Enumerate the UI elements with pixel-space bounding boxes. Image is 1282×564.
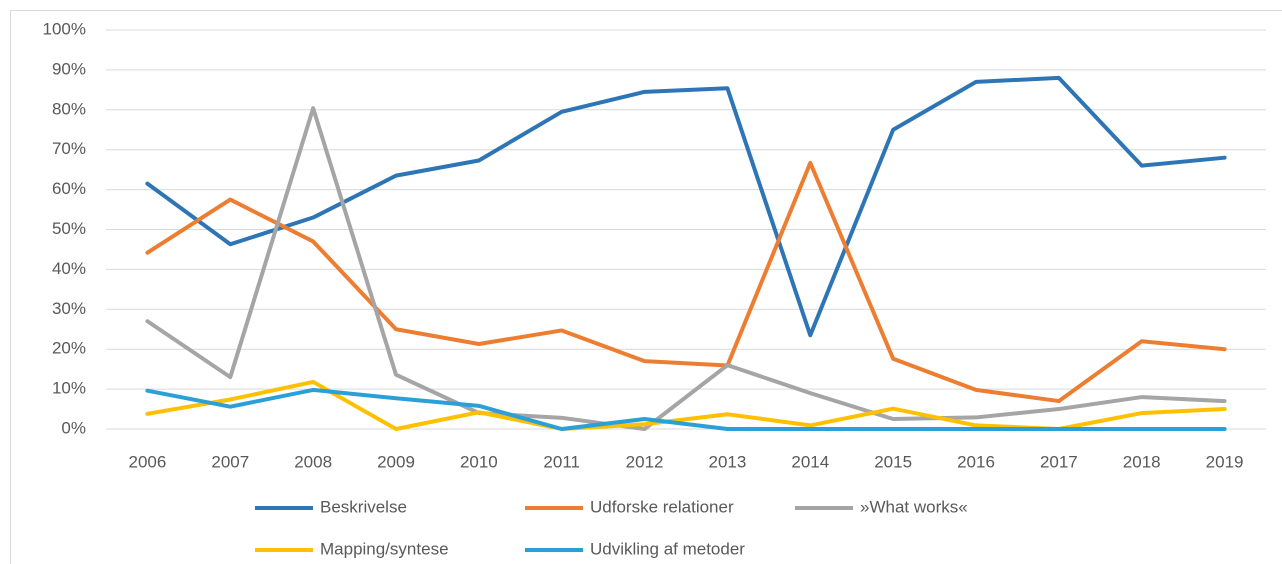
y-tick-label: 80%	[52, 99, 86, 118]
line-series	[145, 106, 1227, 431]
y-tick-label: 0%	[61, 418, 86, 437]
y-tick-label: 90%	[52, 59, 86, 78]
x-tick-label: 2011	[543, 452, 580, 471]
x-tick-label: 2010	[460, 452, 498, 471]
legend-label: Mapping/syntese	[320, 539, 449, 558]
legend-label: Beskrivelse	[320, 497, 407, 516]
x-tick-label: 2007	[211, 452, 249, 471]
y-tick-label: 60%	[52, 179, 86, 198]
x-tick-label: 2015	[874, 452, 912, 471]
x-tick-label: 2013	[709, 452, 747, 471]
y-tick-label: 70%	[52, 139, 86, 158]
y-tick-label: 20%	[52, 339, 86, 358]
legend-label: Udforske relationer	[590, 497, 734, 516]
x-tick-label: 2012	[626, 452, 664, 471]
x-tick-label: 2017	[1040, 452, 1078, 471]
x-tick-label: 2008	[294, 452, 332, 471]
line-series	[145, 160, 1227, 404]
y-tick-label: 30%	[52, 299, 86, 318]
x-tick-label: 2019	[1206, 452, 1244, 471]
y-tick-label: 100%	[43, 19, 86, 38]
x-tick-label: 2009	[377, 452, 415, 471]
line-series	[145, 75, 1227, 338]
legend-label: Udvikling af metoder	[590, 539, 745, 558]
y-tick-label: 50%	[52, 219, 86, 238]
line-series	[145, 387, 1227, 431]
x-tick-label: 2006	[129, 452, 167, 471]
chart-frame	[10, 10, 1282, 564]
x-tick-label: 2018	[1123, 452, 1161, 471]
legend-label: »What works«	[860, 497, 968, 516]
y-tick-label: 10%	[52, 379, 86, 398]
x-tick-label: 2014	[791, 452, 829, 471]
y-tick-label: 40%	[52, 259, 86, 278]
x-tick-label: 2016	[957, 452, 995, 471]
